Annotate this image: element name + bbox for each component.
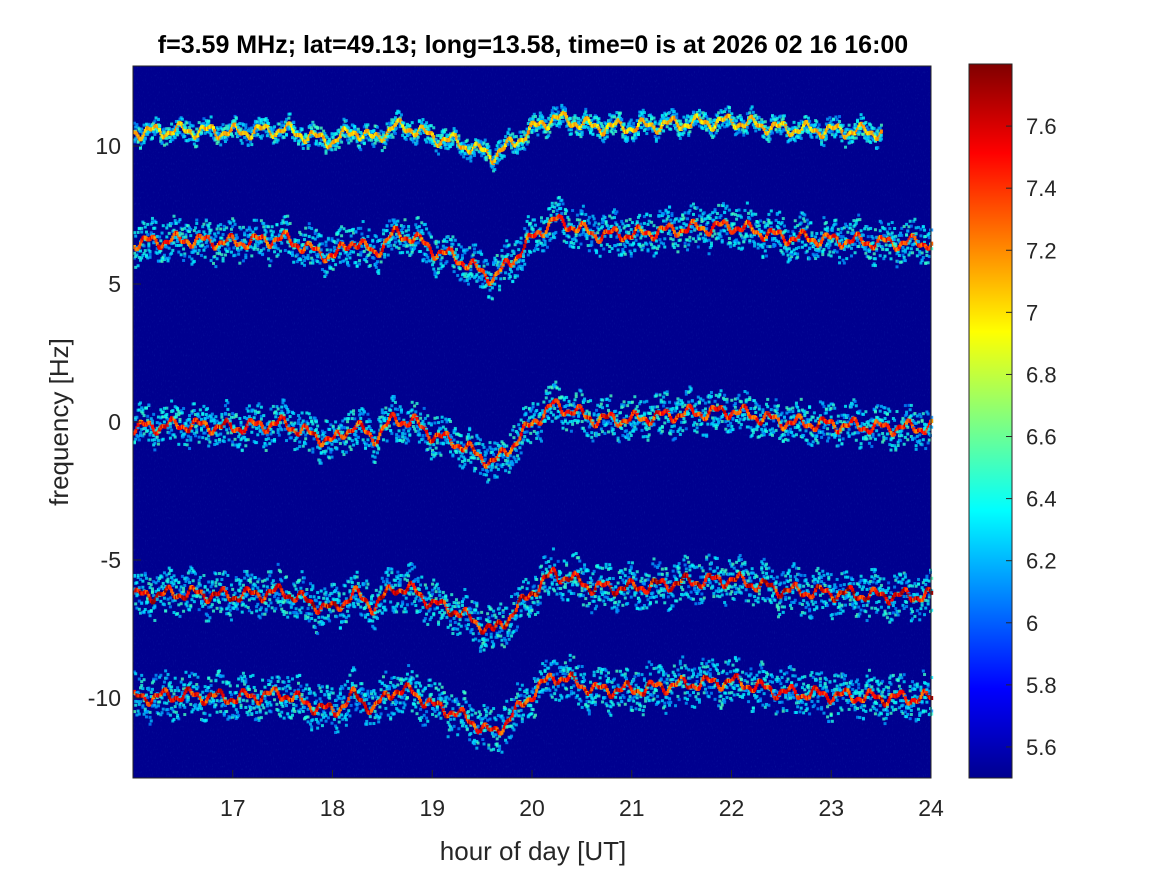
plot-area	[132, 65, 934, 779]
chart-title: f=3.59 MHz; lat=49.13; long=13.58, time=…	[158, 31, 908, 59]
